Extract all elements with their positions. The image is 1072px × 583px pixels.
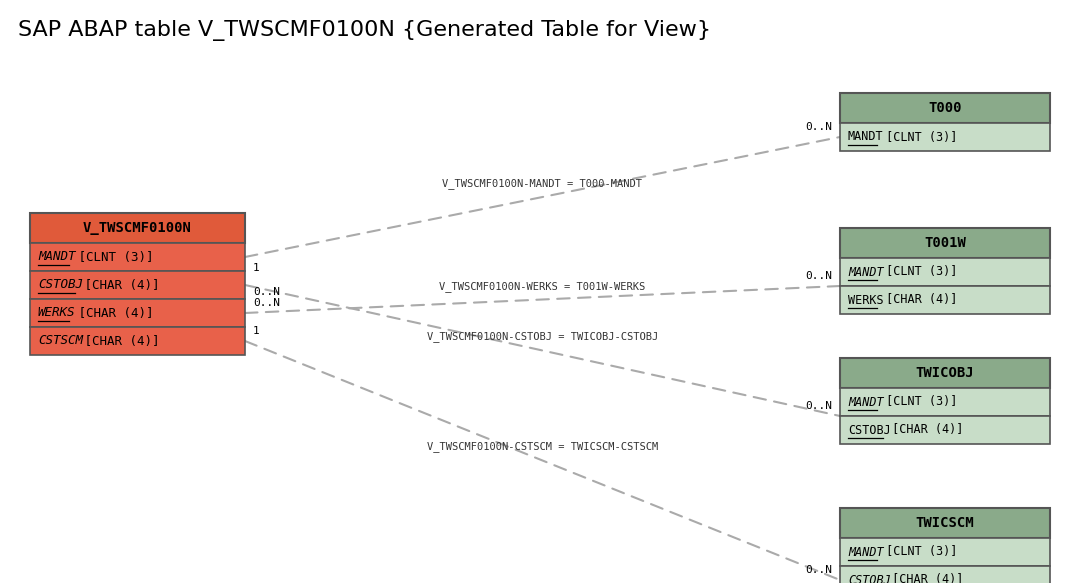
Bar	[840, 358, 1049, 388]
Bar	[30, 299, 245, 327]
Text: [CLNT (3)]: [CLNT (3)]	[879, 265, 957, 279]
Text: MANDT: MANDT	[848, 546, 883, 559]
Text: [CLNT (3)]: [CLNT (3)]	[879, 131, 957, 143]
Text: 0..N: 0..N	[805, 271, 832, 281]
Text: MANDT: MANDT	[38, 251, 75, 264]
Text: V_TWSCMF0100N: V_TWSCMF0100N	[83, 221, 192, 235]
Text: MANDT: MANDT	[848, 131, 883, 143]
Text: CSTSCM: CSTSCM	[38, 335, 83, 347]
Text: CSTOBJ: CSTOBJ	[38, 279, 83, 292]
Bar	[30, 327, 245, 355]
Bar	[840, 228, 1049, 258]
Text: V_TWSCMF0100N-WERKS = T001W-WERKS: V_TWSCMF0100N-WERKS = T001W-WERKS	[440, 280, 645, 292]
Text: WERKS: WERKS	[38, 307, 75, 319]
Text: V_TWSCMF0100N-MANDT = T000-MANDT: V_TWSCMF0100N-MANDT = T000-MANDT	[443, 178, 642, 189]
Text: [CHAR (4)]: [CHAR (4)]	[884, 574, 963, 583]
Text: V_TWSCMF0100N-CSTSCM = TWICSCM-CSTSCM: V_TWSCMF0100N-CSTSCM = TWICSCM-CSTSCM	[427, 441, 658, 452]
Bar	[840, 508, 1049, 538]
Text: 0..N: 0..N	[253, 298, 280, 308]
Text: 0..N: 0..N	[805, 401, 832, 411]
Text: [CHAR (4)]: [CHAR (4)]	[71, 307, 153, 319]
Text: WERKS: WERKS	[848, 293, 883, 307]
Text: [CLNT (3)]: [CLNT (3)]	[879, 546, 957, 559]
Text: 0..N: 0..N	[805, 122, 832, 132]
Text: T000: T000	[928, 101, 962, 115]
Bar	[840, 93, 1049, 123]
Bar	[30, 213, 245, 243]
Bar	[30, 271, 245, 299]
Text: T001W: T001W	[924, 236, 966, 250]
Text: MANDT: MANDT	[848, 265, 883, 279]
Text: MANDT: MANDT	[848, 395, 883, 409]
Text: [CLNT (3)]: [CLNT (3)]	[879, 395, 957, 409]
Bar	[840, 388, 1049, 416]
Text: V_TWSCMF0100N-CSTOBJ = TWICOBJ-CSTOBJ: V_TWSCMF0100N-CSTOBJ = TWICOBJ-CSTOBJ	[427, 332, 658, 342]
Bar	[840, 538, 1049, 566]
Text: CSTOBJ: CSTOBJ	[848, 423, 891, 437]
Bar	[30, 243, 245, 271]
Bar	[840, 286, 1049, 314]
Bar	[840, 416, 1049, 444]
Text: [CHAR (4)]: [CHAR (4)]	[884, 423, 963, 437]
Text: 0..N: 0..N	[253, 287, 280, 297]
Text: [CLNT (3)]: [CLNT (3)]	[71, 251, 153, 264]
Bar	[840, 123, 1049, 151]
Text: SAP ABAP table V_TWSCMF0100N {Generated Table for View}: SAP ABAP table V_TWSCMF0100N {Generated …	[18, 20, 711, 41]
Bar	[840, 258, 1049, 286]
Text: [CHAR (4)]: [CHAR (4)]	[879, 293, 957, 307]
Text: [CHAR (4)]: [CHAR (4)]	[77, 335, 160, 347]
Text: TWICSCM: TWICSCM	[915, 516, 974, 530]
Text: TWICOBJ: TWICOBJ	[915, 366, 974, 380]
Text: [CHAR (4)]: [CHAR (4)]	[77, 279, 160, 292]
Text: 1: 1	[253, 326, 259, 336]
Text: 1: 1	[253, 263, 259, 273]
Text: 0..N: 0..N	[805, 565, 832, 575]
Bar	[840, 566, 1049, 583]
Text: CSTOBJ: CSTOBJ	[848, 574, 891, 583]
